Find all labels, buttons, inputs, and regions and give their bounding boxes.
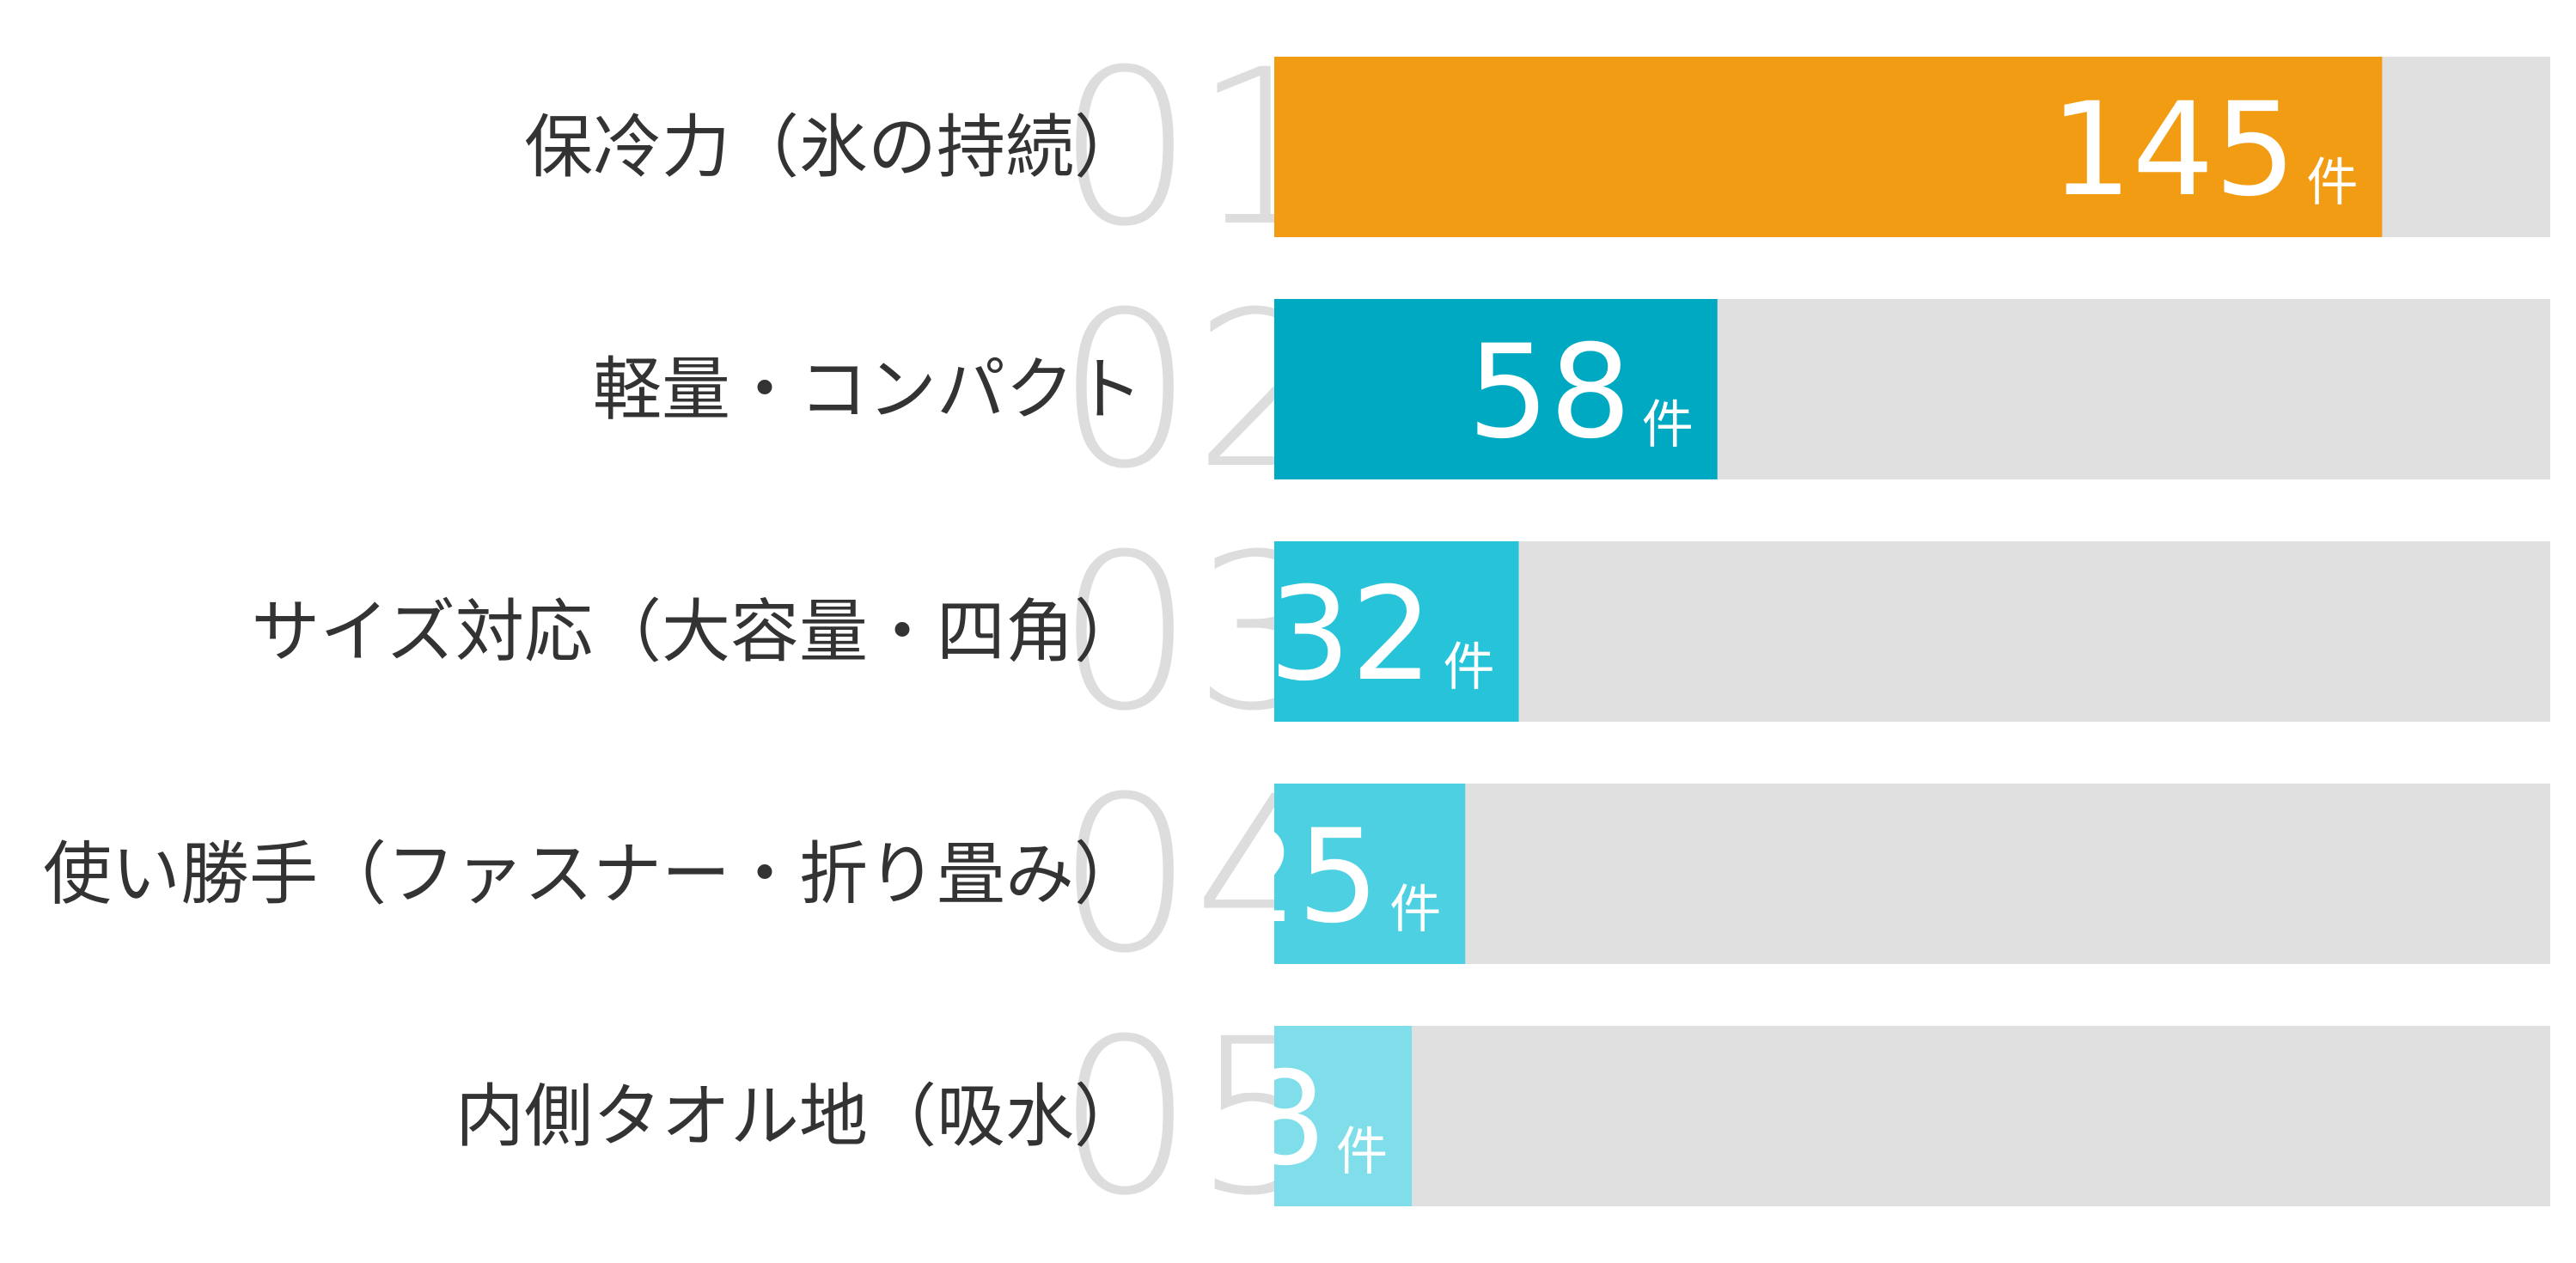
category-label-5: 内側タオル地（吸水） [455,1077,1143,1156]
category-label-1: 保冷力（氷の持続） [524,107,1143,187]
value-label-5: 18 件 [1162,1045,1388,1194]
bar-4 [1274,784,1466,964]
value-unit-1: 件 [2306,153,2358,213]
value-number-2: 58 [1468,318,1632,467]
value-label-3: 32 件 [1269,560,1495,710]
value-unit-4: 件 [1389,880,1441,940]
value-unit-3: 件 [1444,638,1495,698]
bar-1 [1274,57,2383,237]
value-label-1: 145 件 [2050,76,2358,225]
category-label-4: 使い勝手（ファスナー・折り畳み） [43,834,1143,914]
category-label-2: 軽量・コンパクト [593,350,1143,430]
value-label-4: 25 件 [1215,802,1441,952]
category-label-3: サイズ対応（大容量・四角） [251,592,1143,672]
bar-5 [1274,1026,1413,1206]
value-number-3: 32 [1269,560,1433,710]
value-label-2: 58 件 [1468,318,1694,467]
value-number-4: 25 [1215,802,1379,952]
value-number-1: 145 [2050,76,2296,225]
bar-track-5 [1274,1026,2550,1206]
value-unit-5: 件 [1336,1122,1388,1182]
bar-3 [1274,541,1519,722]
bar-2 [1274,299,1718,479]
value-number-5: 18 [1162,1045,1326,1194]
value-unit-2: 件 [1642,395,1694,455]
bar-track-4 [1274,784,2550,964]
